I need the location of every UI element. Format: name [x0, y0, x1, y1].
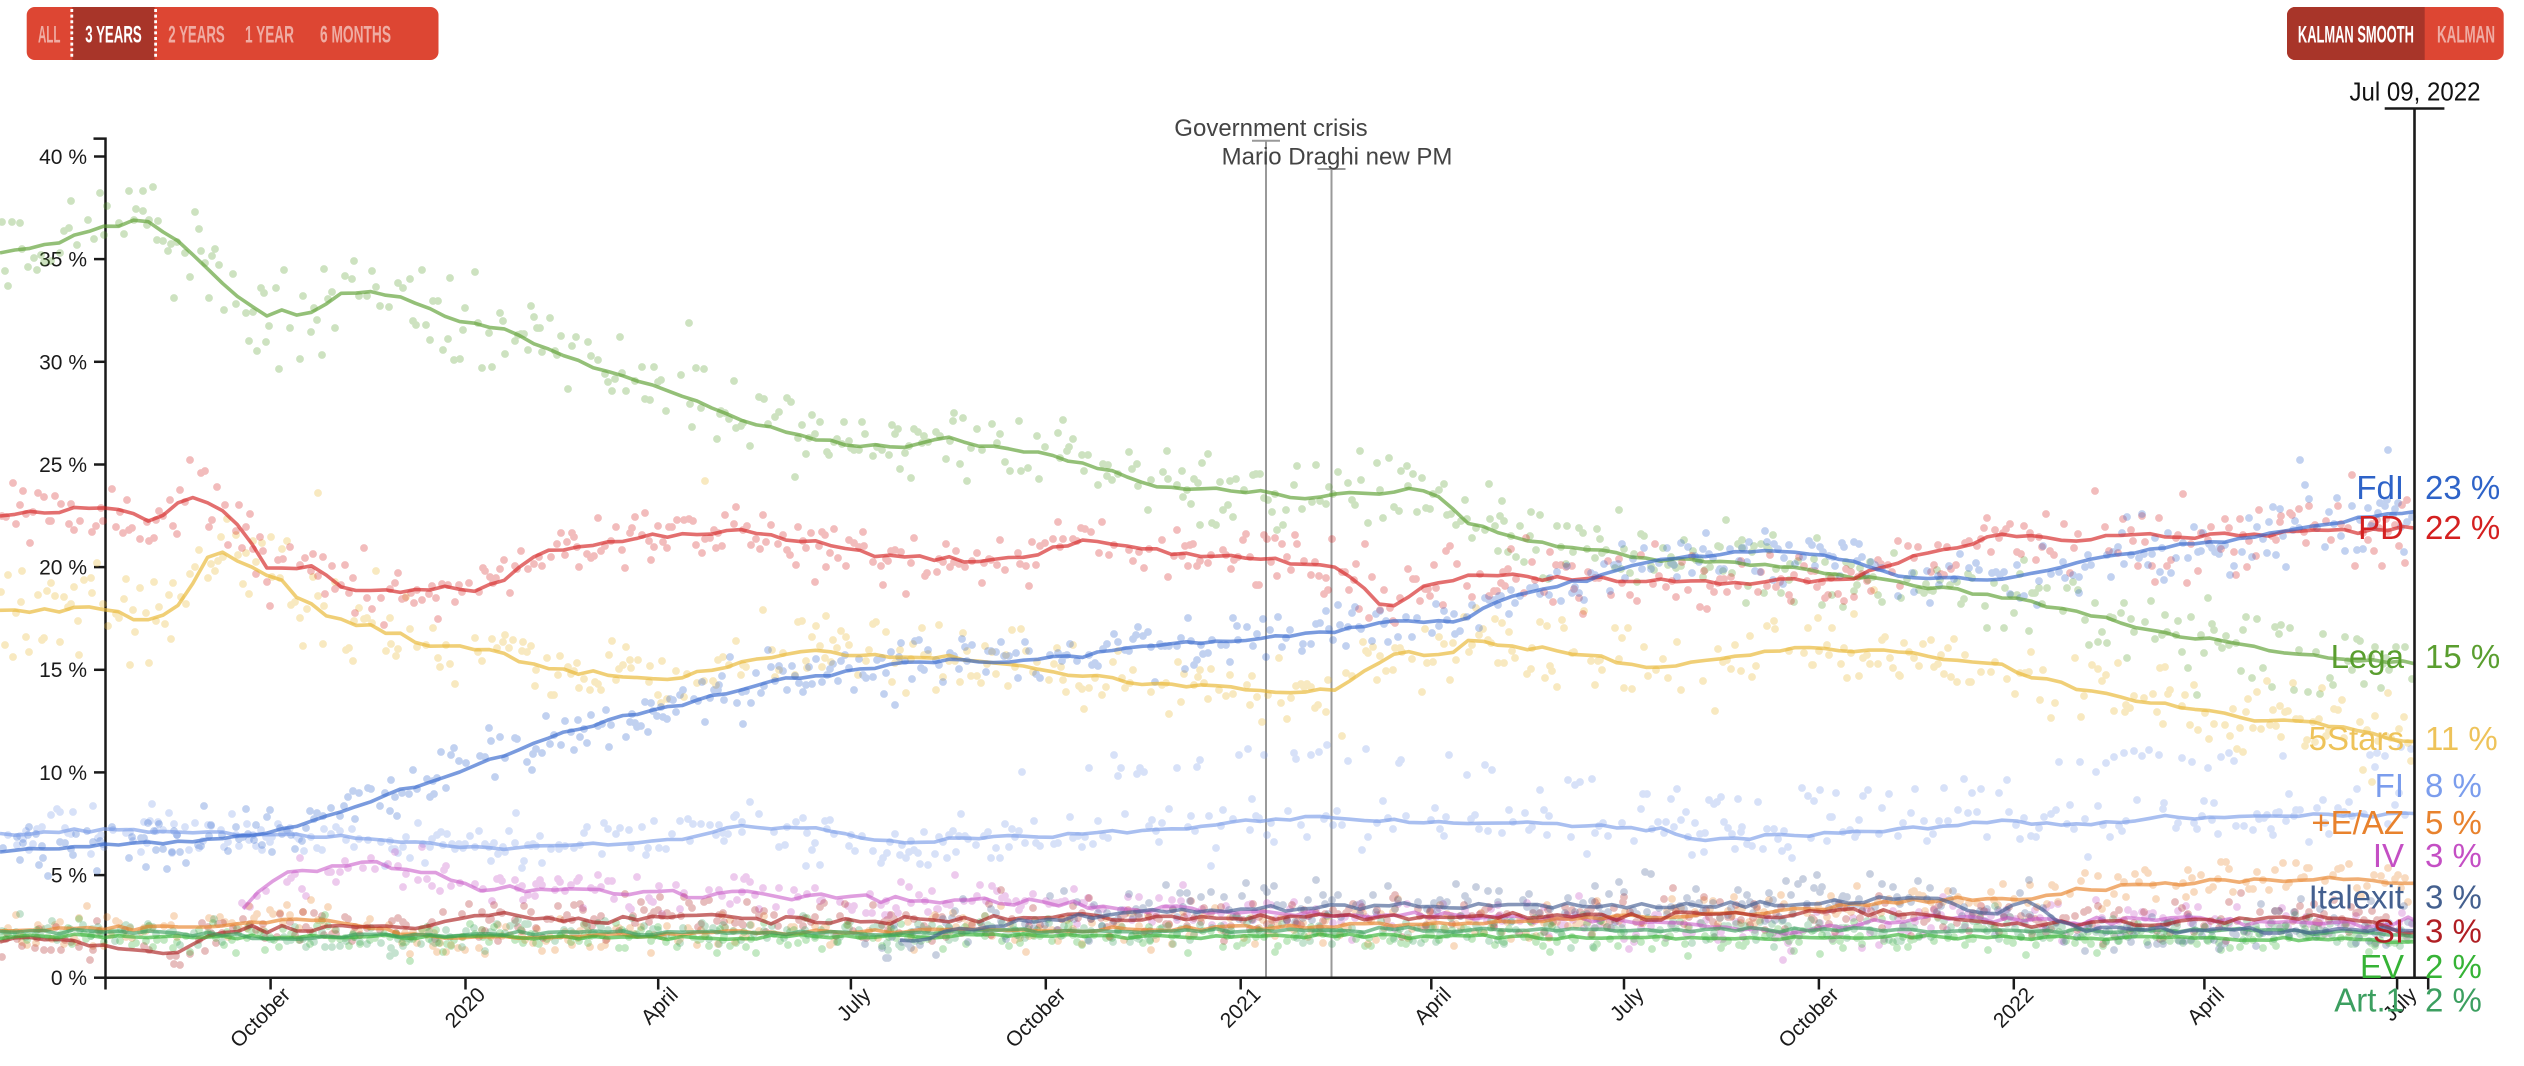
svg-text:3 YEARS: 3 YEARS	[85, 21, 142, 48]
svg-text:5 %: 5 %	[2425, 804, 2482, 841]
svg-text:Lega: Lega	[2331, 638, 2405, 675]
svg-text:PD: PD	[2358, 509, 2404, 546]
svg-text:+E/AZ: +E/AZ	[2311, 804, 2404, 841]
svg-text:2021: 2021	[1216, 983, 1265, 1032]
svg-text:April: April	[637, 983, 683, 1029]
svg-text:3 %: 3 %	[2425, 879, 2482, 916]
svg-text:2 YEARS: 2 YEARS	[168, 21, 225, 48]
svg-text:0 %: 0 %	[51, 967, 87, 990]
svg-text:3 %: 3 %	[2425, 837, 2482, 874]
svg-text:July: July	[1606, 983, 1649, 1026]
svg-text:10 %: 10 %	[39, 762, 87, 785]
svg-text:2 %: 2 %	[2425, 948, 2482, 985]
svg-text:15 %: 15 %	[39, 659, 87, 682]
svg-text:Government crisis: Government crisis	[1174, 115, 1367, 142]
svg-text:2020: 2020	[441, 983, 490, 1032]
svg-text:2022: 2022	[1989, 983, 2038, 1032]
svg-text:ALL: ALL	[38, 21, 61, 48]
svg-text:5Stars: 5Stars	[2309, 720, 2404, 757]
svg-text:8 %: 8 %	[2425, 767, 2482, 804]
svg-text:April: April	[1410, 983, 1456, 1029]
svg-text:October: October	[226, 983, 295, 1052]
svg-text:October: October	[1774, 983, 1843, 1052]
svg-text:3 %: 3 %	[2425, 913, 2482, 950]
svg-text:1 YEAR: 1 YEAR	[245, 21, 294, 48]
svg-text:October: October	[1001, 983, 1070, 1052]
svg-text:FdI: FdI	[2356, 469, 2404, 506]
svg-text:6 MONTHS: 6 MONTHS	[320, 21, 391, 48]
svg-text:5 %: 5 %	[51, 865, 87, 888]
svg-text:23 %: 23 %	[2425, 469, 2500, 506]
svg-text:35 %: 35 %	[39, 249, 87, 272]
svg-text:20 %: 20 %	[39, 557, 87, 580]
svg-text:KALMAN: KALMAN	[2437, 21, 2495, 48]
svg-text:2 %: 2 %	[2425, 982, 2482, 1019]
svg-text:Jul 09, 2022: Jul 09, 2022	[2350, 77, 2481, 107]
svg-text:IV: IV	[2373, 837, 2404, 874]
svg-text:Italexit: Italexit	[2309, 879, 2404, 916]
svg-text:15 %: 15 %	[2425, 638, 2500, 675]
svg-text:SI: SI	[2373, 913, 2404, 950]
svg-text:25 %: 25 %	[39, 454, 87, 477]
svg-text:EV: EV	[2360, 948, 2404, 985]
svg-text:FI: FI	[2375, 767, 2404, 804]
svg-text:Art.1: Art.1	[2334, 982, 2404, 1019]
svg-text:April: April	[2183, 983, 2229, 1029]
svg-text:July: July	[833, 983, 876, 1026]
svg-text:30 %: 30 %	[39, 351, 87, 374]
svg-text:40 %: 40 %	[39, 146, 87, 169]
svg-text:Mario Draghi new PM: Mario Draghi new PM	[1222, 143, 1453, 170]
svg-text:22 %: 22 %	[2425, 509, 2500, 546]
svg-text:KALMAN SMOOTH: KALMAN SMOOTH	[2298, 21, 2414, 48]
svg-text:11 %: 11 %	[2425, 720, 2498, 757]
